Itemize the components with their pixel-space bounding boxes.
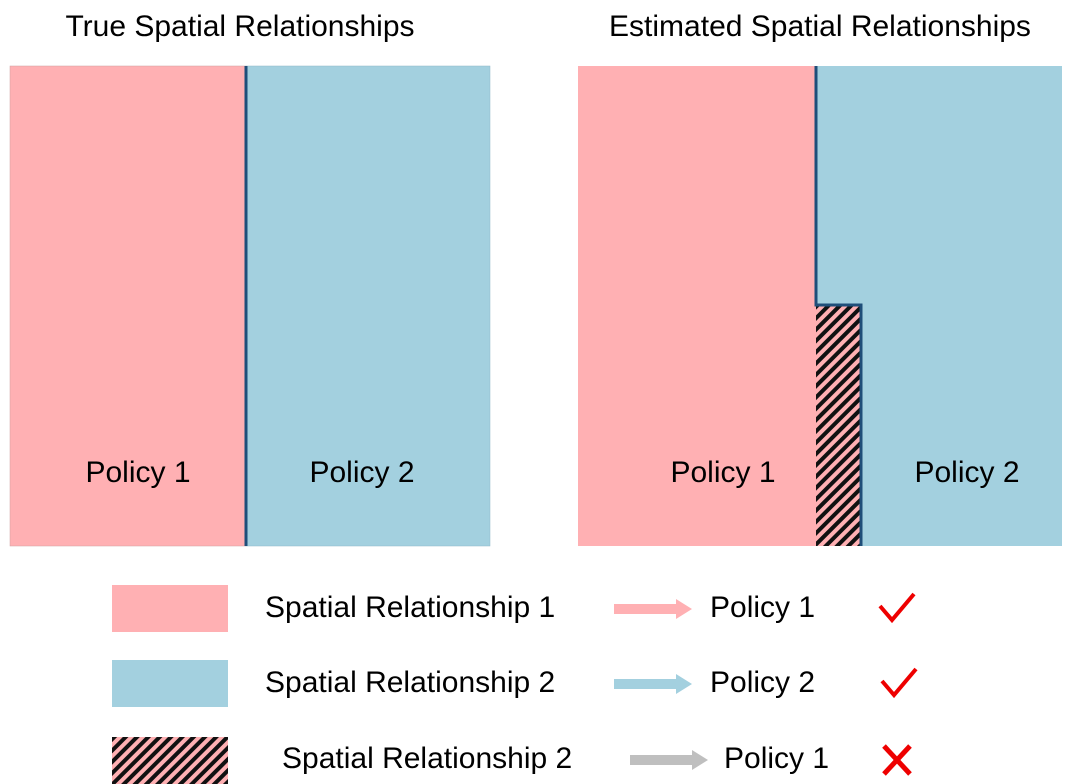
region-label: Policy 2: [914, 456, 1019, 489]
legend-policy: Policy 2: [710, 666, 815, 699]
legend-relationship: Spatial Relationship 2: [282, 742, 572, 775]
panel-title: True Spatial Relationships: [65, 10, 414, 43]
check-icon: [878, 592, 916, 624]
legend-swatch: [112, 737, 228, 784]
check-icon: [880, 667, 918, 699]
boundary: [814, 66, 863, 546]
panel-title: Estimated Spatial Relationships: [609, 10, 1031, 43]
legend-relationship: Spatial Relationship 1: [265, 591, 555, 624]
region-blue: [245, 65, 491, 547]
region-pink: [9, 65, 247, 547]
legend-relationship: Spatial Relationship 2: [265, 666, 555, 699]
region-label: Policy 1: [670, 456, 775, 489]
cross-icon: [882, 744, 912, 776]
legend-swatch: [112, 585, 228, 632]
region-label: Policy 1: [85, 456, 190, 489]
region-hatched: [816, 305, 861, 546]
region-pink: [578, 66, 816, 546]
region-label: Policy 2: [309, 456, 414, 489]
legend-policy: Policy 1: [710, 591, 815, 624]
legend-swatch: [112, 660, 228, 707]
arrow: [630, 750, 708, 770]
legend-policy: Policy 1: [724, 742, 829, 775]
arrow: [614, 674, 692, 694]
arrow: [614, 599, 692, 619]
